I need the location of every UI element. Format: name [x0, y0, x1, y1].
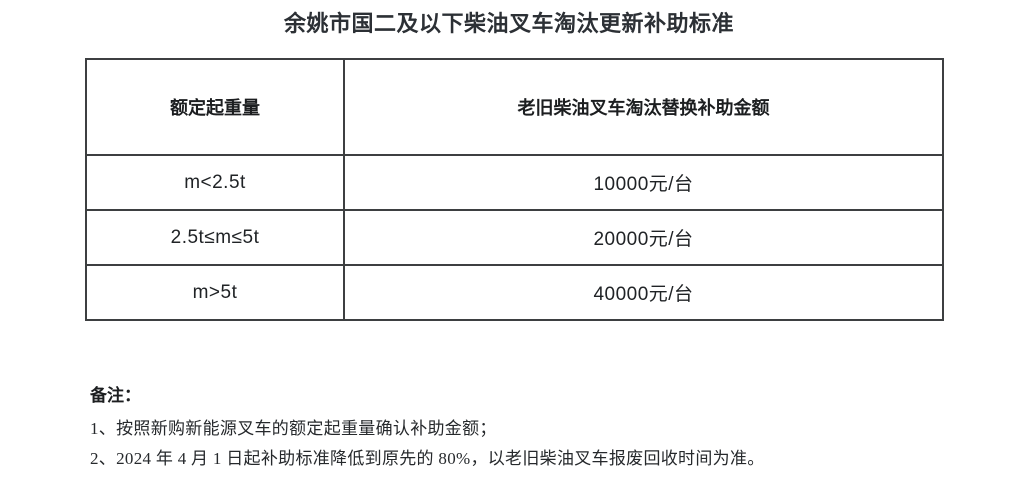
table-header-row: 额定起重量 老旧柴油叉车淘汰替换补助金额: [85, 58, 944, 156]
capacity-cell: 2.5t≤m≤5t: [85, 209, 345, 266]
amount-cell: 20000元/台: [343, 209, 944, 266]
subsidy-table: 额定起重量 老旧柴油叉车淘汰替换补助金额 m<2.5t 10000元/台 2.5…: [85, 58, 944, 321]
page-title: 余姚市国二及以下柴油叉车淘汰更新补助标准: [283, 11, 734, 36]
table-row: 2.5t≤m≤5t 20000元/台: [85, 209, 944, 266]
column-header-amount: 老旧柴油叉车淘汰替换补助金额: [343, 58, 944, 156]
note-item: 2、2024 年 4 月 1 日起补助标准降低到原先的 80%，以老旧柴油叉车报…: [90, 449, 765, 468]
table-row: m>5t 40000元/台: [85, 264, 944, 321]
note-item: 1、按照新购新能源叉车的额定起重量确认补助金额；: [90, 419, 497, 438]
table-row: m<2.5t 10000元/台: [85, 154, 944, 211]
column-header-capacity: 额定起重量: [85, 58, 345, 156]
amount-cell: 10000元/台: [343, 154, 944, 211]
capacity-cell: m>5t: [85, 264, 345, 321]
notes-section: 备注： 1、按照新购新能源叉车的额定起重量确认补助金额； 2、2024 年 4 …: [90, 384, 1018, 474]
notes-heading: 备注：: [90, 386, 141, 405]
amount-cell: 40000元/台: [343, 264, 944, 321]
capacity-cell: m<2.5t: [85, 154, 345, 211]
